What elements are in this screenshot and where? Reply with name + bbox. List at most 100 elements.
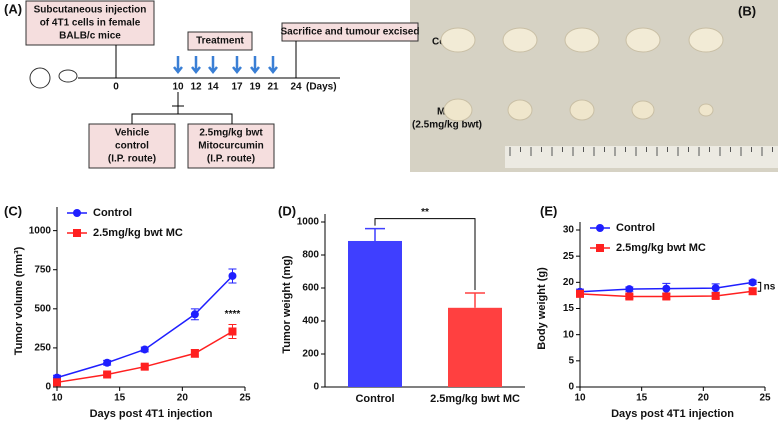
bar	[448, 307, 502, 387]
y-tick-label: 0	[45, 382, 51, 393]
box-text: BALB/c mice	[59, 31, 121, 42]
bracket	[757, 281, 762, 292]
tumor	[625, 27, 661, 53]
treatment-arrow	[208, 56, 218, 75]
y-tick-label: 400	[302, 316, 319, 327]
day-label: 17	[231, 82, 243, 93]
legend-label: Control	[616, 222, 655, 234]
marker	[711, 291, 720, 300]
marker	[190, 310, 199, 319]
tumor	[564, 27, 600, 53]
box-text: Sacrifice and tumour excised	[281, 27, 420, 38]
treatment-arrow	[232, 56, 242, 75]
treatment-arrow	[268, 56, 278, 75]
y-tick-label: 0	[568, 382, 574, 393]
x-tick-label: 10	[51, 393, 63, 404]
y-tick-label: 5	[568, 355, 574, 366]
marker	[190, 349, 199, 358]
day-label: 10	[172, 82, 184, 93]
y-axis-label: Tumor weight (mg)	[281, 255, 293, 354]
legend-label: Control	[93, 207, 132, 219]
y-tick-label: 30	[563, 225, 575, 236]
panel-label: (E)	[540, 203, 557, 218]
bar	[348, 240, 402, 387]
y-tick-label: 600	[302, 283, 319, 294]
marker	[103, 358, 112, 367]
error-bar	[465, 292, 485, 308]
marker	[625, 285, 634, 294]
legend-marker	[596, 224, 604, 232]
marker	[748, 278, 757, 287]
marker	[140, 345, 149, 354]
ruler	[505, 146, 778, 168]
x-tick-label: 25	[239, 393, 251, 404]
panel-label: (A)	[4, 1, 22, 16]
mouse-icon	[58, 69, 78, 83]
marker	[53, 378, 61, 387]
y-tick-label: 0	[313, 382, 319, 393]
marker	[711, 284, 720, 293]
box	[25, 0, 155, 46]
y-tick-label: 1000	[29, 225, 52, 236]
box-text: Subcutaneous injection	[34, 5, 147, 16]
y-axis-label: Tumor volume (mm³)	[13, 246, 25, 355]
error-bar	[365, 227, 385, 241]
marker	[228, 327, 237, 336]
legend-marker	[73, 229, 81, 237]
box-text: Treatment	[196, 36, 244, 47]
bracket	[131, 92, 233, 124]
tumor	[502, 27, 538, 53]
dish-icon	[29, 67, 51, 89]
annotation: ns	[764, 281, 776, 292]
day-label: 14	[207, 82, 219, 93]
y-tick-label: 1000	[297, 217, 320, 228]
box-text: Mitocurcumin	[198, 141, 264, 152]
x-tick-label: 20	[698, 393, 710, 404]
y-tick-label: 750	[34, 264, 51, 275]
x-tick-label: 15	[114, 393, 126, 404]
box-text: (I.P. route)	[108, 154, 156, 165]
box	[187, 31, 253, 51]
box	[187, 123, 275, 169]
day-label: 0	[113, 82, 119, 93]
tumor	[631, 100, 655, 120]
marker	[662, 284, 671, 293]
panel-label: (D)	[278, 203, 296, 218]
box-text: control	[115, 141, 149, 152]
y-tick-label: 10	[563, 329, 575, 340]
day-label: 19	[249, 82, 261, 93]
box-text: (I.P. route)	[207, 154, 255, 165]
y-tick-label: 15	[563, 303, 575, 314]
bracket	[374, 218, 476, 290]
day-label: 12	[190, 82, 202, 93]
annotation: **	[421, 207, 429, 218]
marker	[748, 287, 757, 296]
panel-label: (C)	[4, 203, 22, 218]
x-tick-label: 15	[636, 393, 648, 404]
marker	[625, 292, 634, 301]
x-axis-label: Days post 4T1 injection	[90, 408, 213, 420]
panel-label: (B)	[738, 3, 756, 18]
x-tick-label: 25	[759, 393, 771, 404]
marker	[140, 362, 149, 371]
box	[88, 123, 176, 169]
series-line	[56, 275, 234, 379]
y-tick-label: 250	[34, 343, 51, 354]
tumor	[440, 27, 476, 53]
marker	[228, 271, 237, 280]
x-tick-label: 2.5mg/kg bwt MC	[430, 393, 520, 405]
box-text: Vehicle	[115, 128, 150, 139]
annotation: ****	[225, 309, 241, 320]
legend-marker	[596, 244, 604, 252]
group-label: (2.5mg/kg bwt)	[412, 120, 482, 131]
legend-marker	[73, 209, 81, 217]
day-label: 21	[267, 82, 279, 93]
x-tick-label: 10	[574, 393, 586, 404]
y-tick-label: 25	[563, 251, 575, 262]
tumor	[569, 99, 595, 121]
marker	[103, 370, 112, 379]
tumor	[698, 103, 714, 117]
marker	[576, 289, 584, 298]
box	[281, 22, 419, 42]
treatment-arrow	[173, 56, 183, 75]
